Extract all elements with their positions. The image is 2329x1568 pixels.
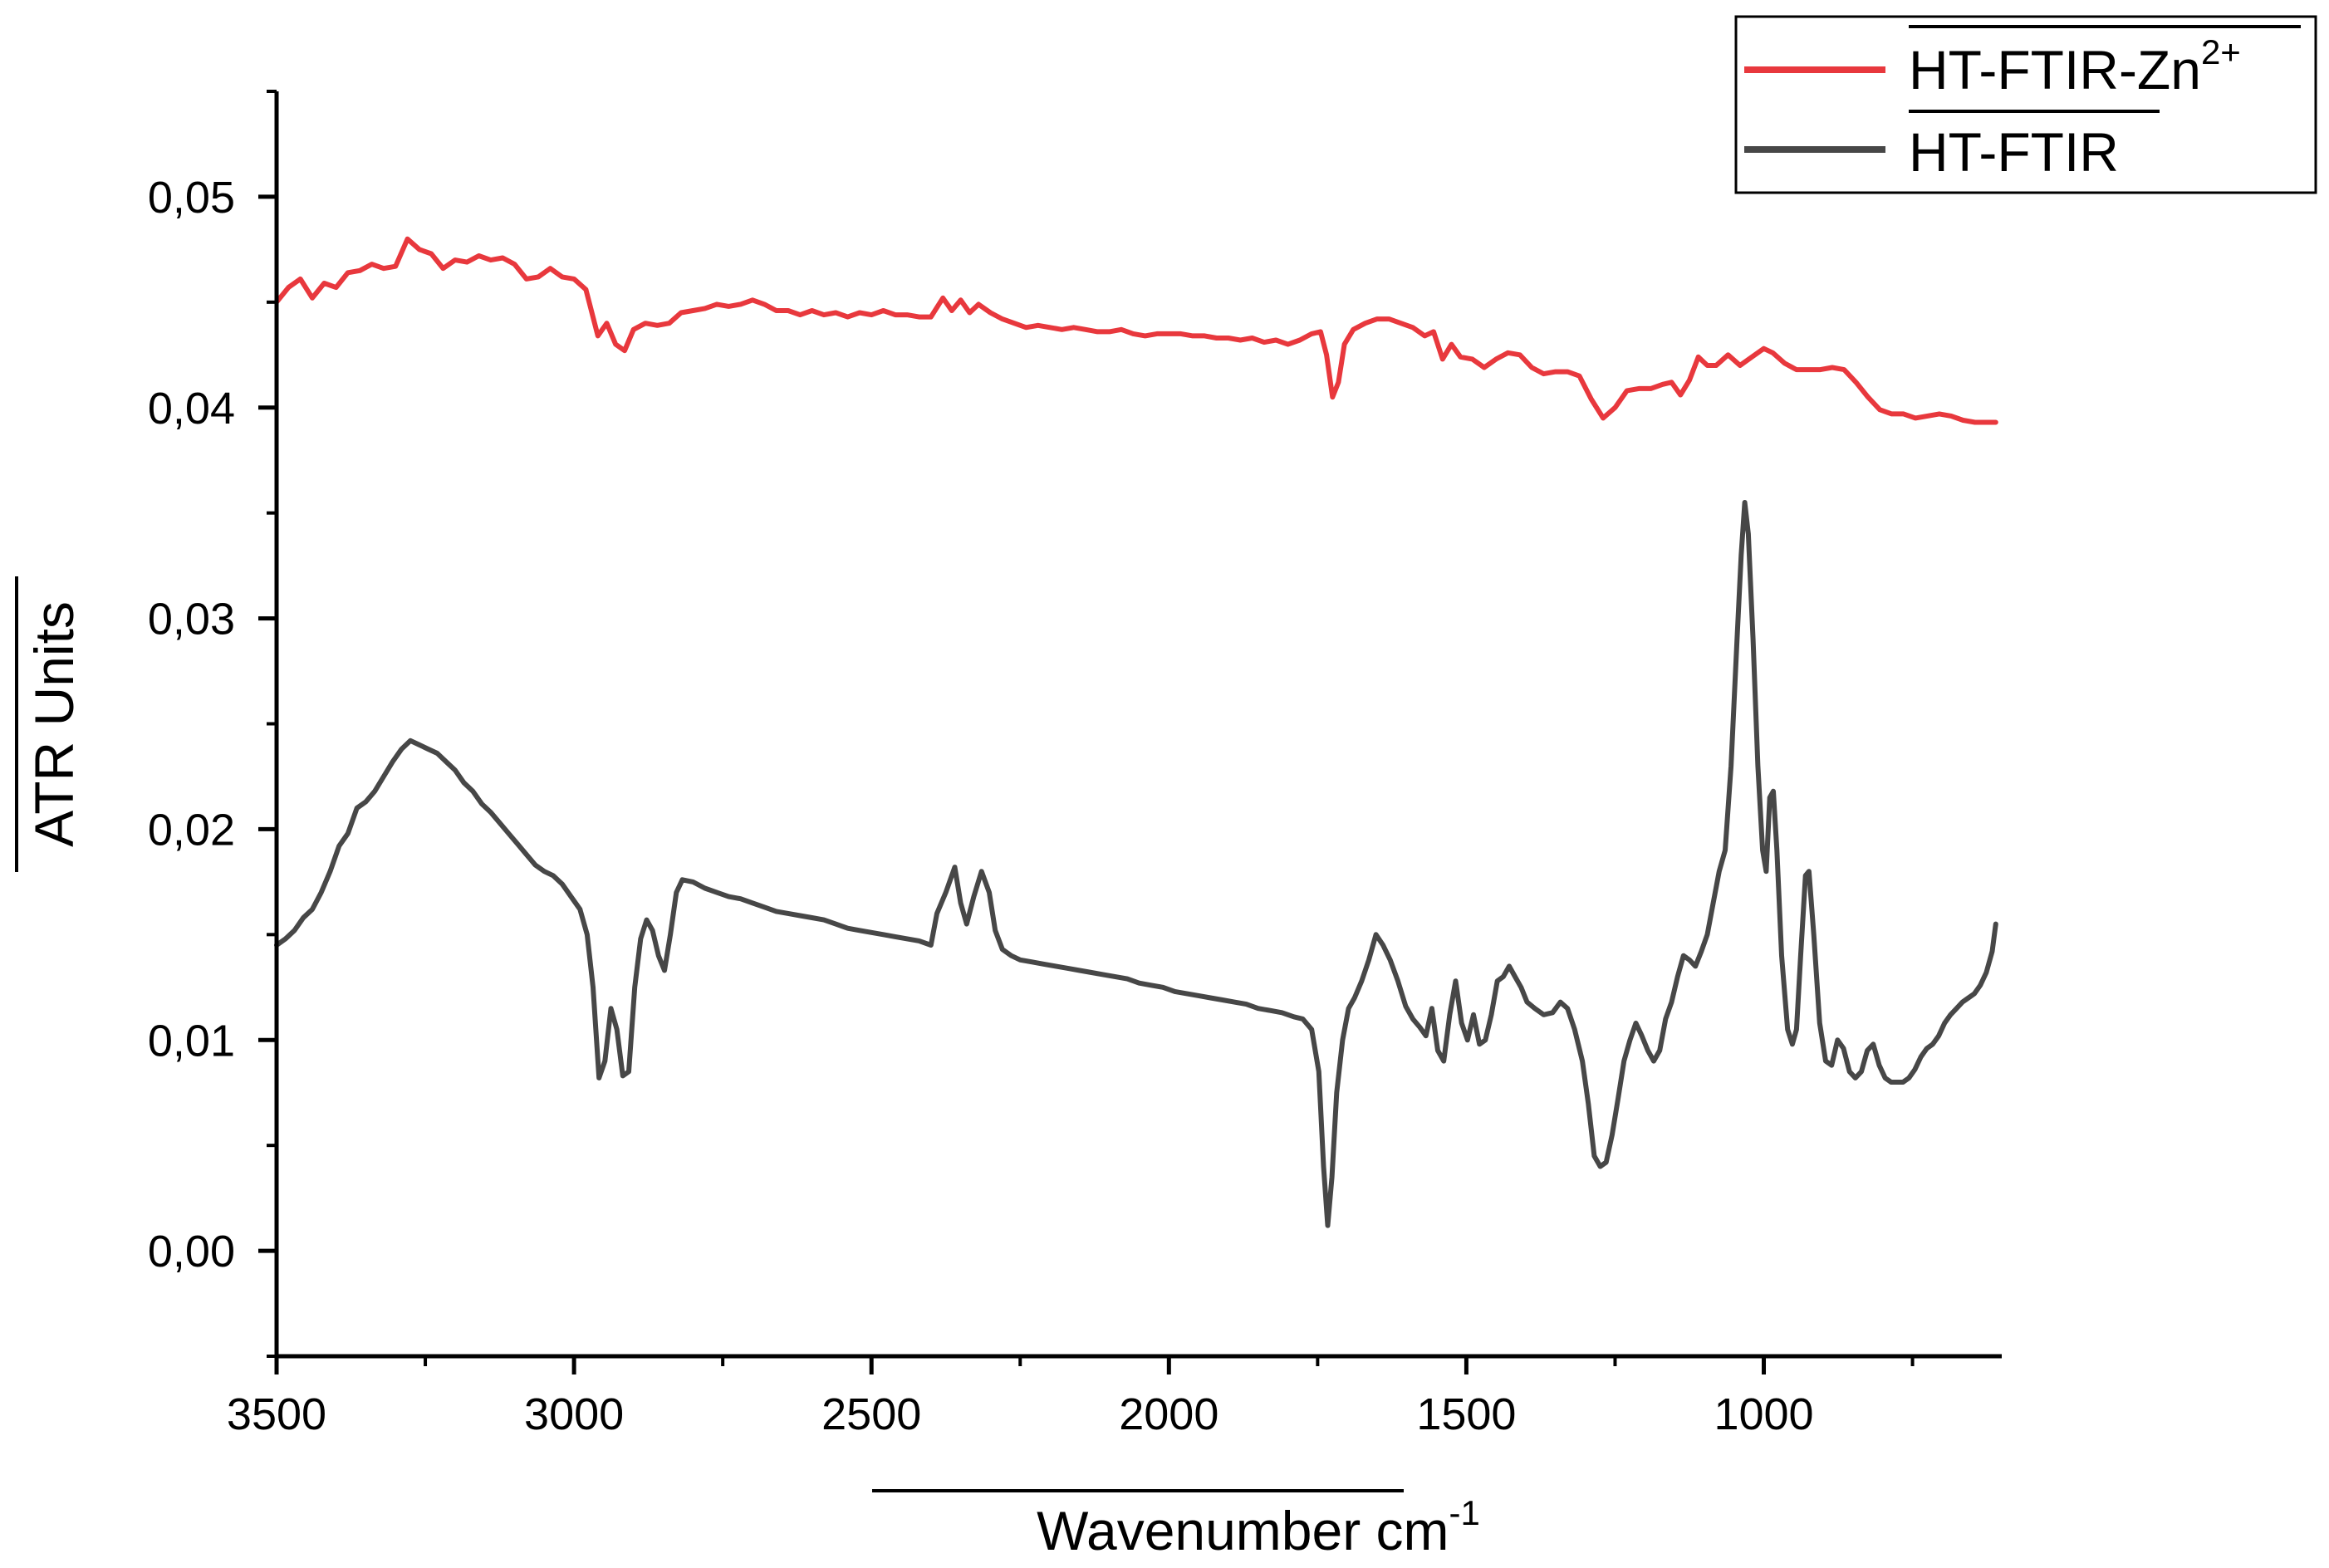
y-axis-title: ATR Units	[23, 601, 85, 847]
y-ticks-group: 0,00 0,01 0,02 0,03 0,04 0,05	[148, 90, 277, 1358]
y-tick-label: 0,03	[148, 595, 235, 644]
y-tick-label: 0,04	[148, 384, 235, 434]
y-tick-label: 0,05	[148, 173, 235, 223]
x-tick-label: 1500	[1416, 1389, 1516, 1439]
x-tick-label: 2000	[1119, 1389, 1218, 1439]
y-tick-label: 0,02	[148, 805, 235, 855]
legend: HT-FTIR-Zn2+ HT-FTIR	[1734, 15, 2317, 194]
legend-label-zn: HT-FTIR-Zn2+	[1909, 32, 2241, 100]
axes-group	[274, 91, 2002, 1359]
x-tick-label: 3500	[227, 1389, 326, 1439]
x-axis-title-group: Wavenumber cm-1	[872, 1489, 1480, 1561]
legend-label-zn-superscript: 2+	[2201, 32, 2241, 71]
x-tick-label: 2500	[821, 1389, 921, 1439]
y-tick-label: 0,01	[148, 1016, 235, 1066]
series-line-0	[274, 236, 1998, 425]
legend-label-zn-main: HT-FTIR-Zn	[1909, 39, 2201, 100]
series-line-1	[274, 500, 1998, 1228]
x-tick-label: 3000	[524, 1389, 624, 1439]
legend-label-ht: HT-FTIR	[1909, 121, 2119, 183]
y-tick-label: 0,00	[148, 1227, 235, 1276]
plot-series-group	[274, 236, 1998, 1228]
legend-box	[1734, 15, 2317, 194]
x-ticks-group: 3500 3000 2500 2000 1500 1000	[227, 1356, 1915, 1439]
x-axis-title-main: Wavenumber cm	[1037, 1500, 1449, 1561]
x-axis-title-superscript: -1	[1449, 1493, 1480, 1532]
x-tick-label: 1000	[1714, 1389, 1813, 1439]
x-axis-title: Wavenumber cm-1	[1037, 1493, 1480, 1561]
